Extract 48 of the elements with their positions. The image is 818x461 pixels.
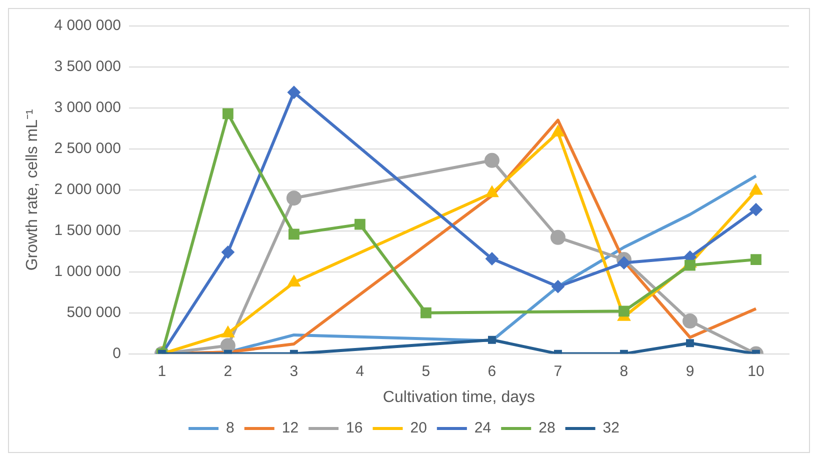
point	[686, 339, 694, 348]
point	[287, 86, 300, 99]
legend-label: 20	[410, 420, 427, 437]
x-tick-label: 9	[686, 362, 694, 380]
legend-label: 16	[346, 420, 363, 437]
point	[618, 306, 630, 317]
legend-label: 12	[282, 420, 299, 437]
legend-label: 28	[538, 420, 556, 437]
point	[617, 256, 630, 270]
x-tick-label: 4	[356, 362, 364, 380]
x-tick-label: 1	[158, 362, 166, 380]
y-tick-label: 1 000 000	[54, 262, 121, 280]
x-tick-label: 5	[422, 362, 430, 380]
x-tick-label: 6	[488, 362, 496, 380]
y-tick-label: 1 500 000	[54, 222, 121, 240]
point	[750, 254, 762, 266]
x-tick-label: 2	[224, 362, 232, 380]
point	[288, 228, 300, 240]
y-tick-label: 3 000 000	[54, 99, 121, 116]
y-axis-title: Growth rate, cells mL⁻¹	[24, 109, 42, 271]
legend-label: 8	[226, 420, 234, 437]
point	[420, 307, 432, 318]
y-tick-label: 2 000 000	[54, 181, 121, 198]
legend-label: 24	[474, 420, 492, 437]
point	[354, 218, 366, 230]
y-tick-label: 4 000 000	[54, 17, 121, 34]
y-tick-label: 2 500 000	[54, 140, 121, 158]
point	[550, 230, 566, 245]
y-tick-label: 0	[112, 344, 121, 362]
point	[484, 152, 500, 168]
point	[684, 260, 696, 271]
point	[222, 108, 234, 120]
point	[287, 275, 301, 287]
point	[551, 280, 564, 294]
point	[488, 336, 496, 344]
legend-label: 32	[602, 420, 620, 437]
point	[682, 314, 698, 329]
x-tick-label: 8	[620, 362, 628, 380]
point	[221, 246, 234, 259]
y-tick-label: 500 000	[66, 304, 121, 321]
x-tick-label: 3	[290, 362, 298, 380]
x-tick-label: 10	[748, 362, 764, 380]
point	[485, 252, 498, 266]
point	[749, 203, 762, 216]
point	[286, 190, 302, 206]
x-tick-label: 7	[554, 362, 562, 380]
x-axis-title: Cultivation time, days	[382, 388, 535, 406]
y-tick-label: 3 500 000	[54, 58, 121, 76]
